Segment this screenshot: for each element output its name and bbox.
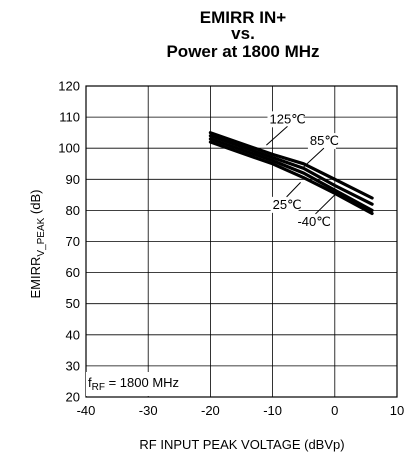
ticks-group: 20 30 40 50 60 70 80 90 100 110 120 -40 -30 -20 -10 0 10	[58, 79, 404, 419]
grid	[85, 85, 398, 398]
annotation-label: 25℃	[273, 197, 302, 212]
y-tick-label: 30	[66, 358, 80, 373]
frequency-note-prefix: f	[88, 375, 92, 390]
frequency-note-sub: RF	[92, 382, 105, 393]
annotation-bg	[267, 111, 304, 128]
frequency-note-text: fRF = 1800 MHz	[88, 375, 179, 393]
x-tick-label: -30	[139, 403, 158, 418]
annotation-leader	[315, 194, 336, 215]
series-line-4	[208, 140, 374, 216]
y-tick-label: 110	[59, 110, 80, 125]
x-tick-label: -10	[263, 403, 282, 418]
y-tick-label: 70	[66, 234, 80, 249]
x-axis-label: RF INPUT PEAK VOLTAGE (dBVp)	[139, 437, 344, 452]
annotations-group: 125℃ 85℃ 25℃ -40℃	[266, 111, 339, 230]
annotation-bg	[295, 213, 332, 230]
y-tick-label: 20	[66, 390, 80, 405]
x-tick-label: 0	[331, 403, 338, 418]
y-axis-label-sub: V_PEAK	[36, 217, 47, 256]
y-axis-label-unit: (dB)	[28, 190, 43, 218]
y-axis-label: EMIRRV_PEAK (dB)	[28, 190, 47, 299]
y-tick-label: 100	[58, 141, 80, 156]
chart-title-line-3: Power at 1800 MHz	[166, 42, 320, 61]
frequency-note: fRF = 1800 MHz	[86, 372, 200, 396]
annotation-leader	[286, 182, 301, 198]
annotation-leader	[303, 147, 325, 168]
y-tick-label: 120	[58, 79, 80, 94]
y-tick-label: 50	[66, 296, 80, 311]
frequency-note-bg	[86, 372, 200, 396]
chart-title-line-2: vs.	[231, 24, 255, 43]
frequency-note-value: = 1800 MHz	[105, 375, 179, 390]
annotation-leader	[266, 125, 288, 146]
series-line-1	[208, 131, 374, 200]
series-line-3	[208, 137, 374, 212]
annotation-label: -40℃	[297, 214, 330, 229]
y-tick-label: 40	[66, 327, 80, 342]
plot-frame	[85, 85, 398, 398]
series-group	[208, 131, 374, 216]
series-line-2	[208, 134, 374, 206]
annotation-label: 85℃	[310, 133, 339, 148]
chart-title-line-1: EMIRR IN+	[199, 8, 287, 27]
y-tick-label: 60	[66, 265, 80, 280]
annotation-label: 125℃	[269, 111, 305, 126]
x-tick-label: 10	[390, 403, 404, 418]
x-tick-label: -40	[77, 403, 96, 418]
y-axis-label-main: EMIRR	[28, 257, 43, 299]
y-tick-label: 90	[66, 172, 80, 187]
annotation-bg	[270, 196, 299, 213]
y-tick-label: 80	[66, 203, 80, 218]
annotation-bg	[307, 133, 336, 150]
x-tick-label: -20	[201, 403, 220, 418]
